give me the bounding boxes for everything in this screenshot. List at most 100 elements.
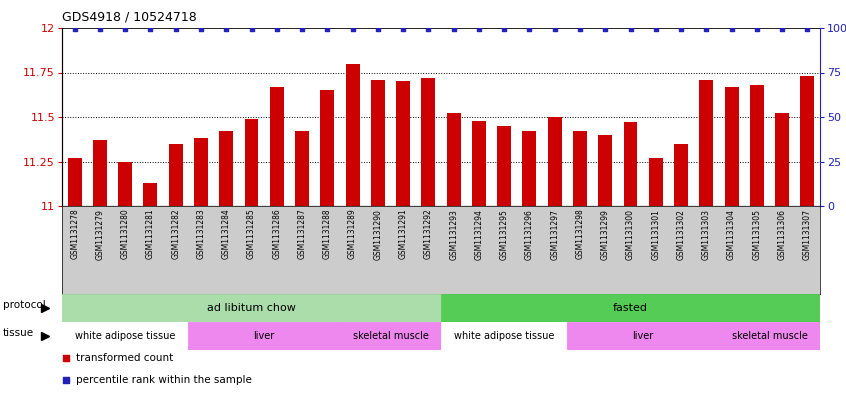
Point (421, 26, 435, 33)
Text: GSM1131289: GSM1131289 (348, 209, 357, 259)
Text: GSM1131299: GSM1131299 (601, 209, 610, 259)
Bar (750, 85, 764, 206)
Text: GSM1131291: GSM1131291 (398, 209, 408, 259)
Text: GSM1131285: GSM1131285 (247, 209, 256, 259)
Bar (719, 322, 820, 350)
Bar (144, 183, 157, 206)
Point (497, 26, 511, 33)
Bar (189, 322, 340, 350)
Bar (497, 126, 511, 206)
Bar (421, 78, 436, 206)
Text: GSM1131297: GSM1131297 (550, 209, 559, 259)
Point (775, 26, 788, 33)
Point (118, 26, 132, 33)
Bar (441, 294, 820, 322)
Point (244, 26, 258, 33)
Text: protocol: protocol (3, 299, 46, 310)
Text: GSM1131304: GSM1131304 (727, 209, 736, 260)
Bar (472, 121, 486, 206)
Point (68, 26, 81, 33)
Bar (371, 80, 385, 206)
Bar (568, 322, 719, 350)
Bar (725, 87, 739, 206)
Bar (346, 64, 360, 206)
Text: GSM1131306: GSM1131306 (777, 209, 787, 260)
Point (700, 26, 713, 33)
Bar (447, 114, 460, 206)
Text: GSM1131290: GSM1131290 (373, 209, 382, 259)
Bar (800, 76, 815, 206)
Text: skeletal muscle: skeletal muscle (353, 331, 428, 341)
Text: GSM1131283: GSM1131283 (196, 209, 206, 259)
Point (58, 376, 72, 383)
Text: GSM1131293: GSM1131293 (449, 209, 459, 259)
Text: GSM1131298: GSM1131298 (575, 209, 585, 259)
Text: GSM1131287: GSM1131287 (298, 209, 306, 259)
Text: liver: liver (633, 331, 654, 341)
Text: tissue: tissue (3, 328, 34, 338)
Point (574, 26, 587, 33)
Point (396, 26, 409, 33)
Point (58, 355, 72, 362)
Text: GSM1131278: GSM1131278 (70, 209, 80, 259)
Bar (396, 81, 410, 206)
Bar (523, 131, 536, 206)
Text: GSM1131282: GSM1131282 (171, 209, 180, 259)
Point (169, 26, 183, 33)
Point (472, 26, 486, 33)
Bar (321, 90, 334, 206)
Text: GSM1131286: GSM1131286 (272, 209, 281, 259)
Point (447, 26, 460, 33)
Point (195, 26, 208, 33)
Bar (68, 158, 81, 206)
Text: GSM1131295: GSM1131295 (500, 209, 508, 259)
Bar (62, 294, 441, 322)
Bar (573, 131, 587, 206)
Point (750, 26, 764, 33)
Text: transformed count: transformed count (76, 353, 173, 364)
Text: white adipose tissue: white adipose tissue (75, 331, 175, 341)
Bar (674, 144, 688, 206)
Point (321, 26, 334, 33)
Text: GSM1131284: GSM1131284 (222, 209, 231, 259)
Point (371, 26, 385, 33)
Text: GSM1131279: GSM1131279 (96, 209, 104, 259)
Bar (118, 162, 132, 206)
Bar (219, 131, 233, 206)
Bar (194, 138, 208, 206)
Bar (93, 140, 107, 206)
Point (270, 26, 283, 33)
Point (523, 26, 536, 33)
Text: GSM1131292: GSM1131292 (424, 209, 433, 259)
Text: skeletal muscle: skeletal muscle (732, 331, 807, 341)
Point (144, 26, 157, 33)
Point (725, 26, 739, 33)
Bar (295, 131, 309, 206)
Bar (547, 117, 562, 206)
Point (800, 26, 814, 33)
Text: liver: liver (254, 331, 275, 341)
Point (624, 26, 637, 33)
Text: GDS4918 / 10524718: GDS4918 / 10524718 (62, 11, 197, 24)
Text: GSM1131280: GSM1131280 (121, 209, 129, 259)
Text: percentile rank within the sample: percentile rank within the sample (76, 375, 252, 385)
Text: GSM1131301: GSM1131301 (651, 209, 660, 259)
Text: ad libitum chow: ad libitum chow (207, 303, 296, 313)
Point (598, 26, 612, 33)
Text: white adipose tissue: white adipose tissue (454, 331, 554, 341)
Point (649, 26, 662, 33)
Bar (168, 144, 183, 206)
Text: GSM1131302: GSM1131302 (677, 209, 685, 259)
Bar (441, 322, 568, 350)
Text: GSM1131300: GSM1131300 (626, 209, 635, 260)
Bar (340, 322, 441, 350)
Point (548, 26, 562, 33)
Text: GSM1131303: GSM1131303 (702, 209, 711, 260)
Bar (700, 80, 713, 206)
Text: GSM1131296: GSM1131296 (525, 209, 534, 259)
Text: fasted: fasted (613, 303, 648, 313)
Point (346, 26, 360, 33)
Bar (624, 122, 637, 206)
Text: GSM1131288: GSM1131288 (323, 209, 332, 259)
Text: GSM1131294: GSM1131294 (475, 209, 483, 259)
